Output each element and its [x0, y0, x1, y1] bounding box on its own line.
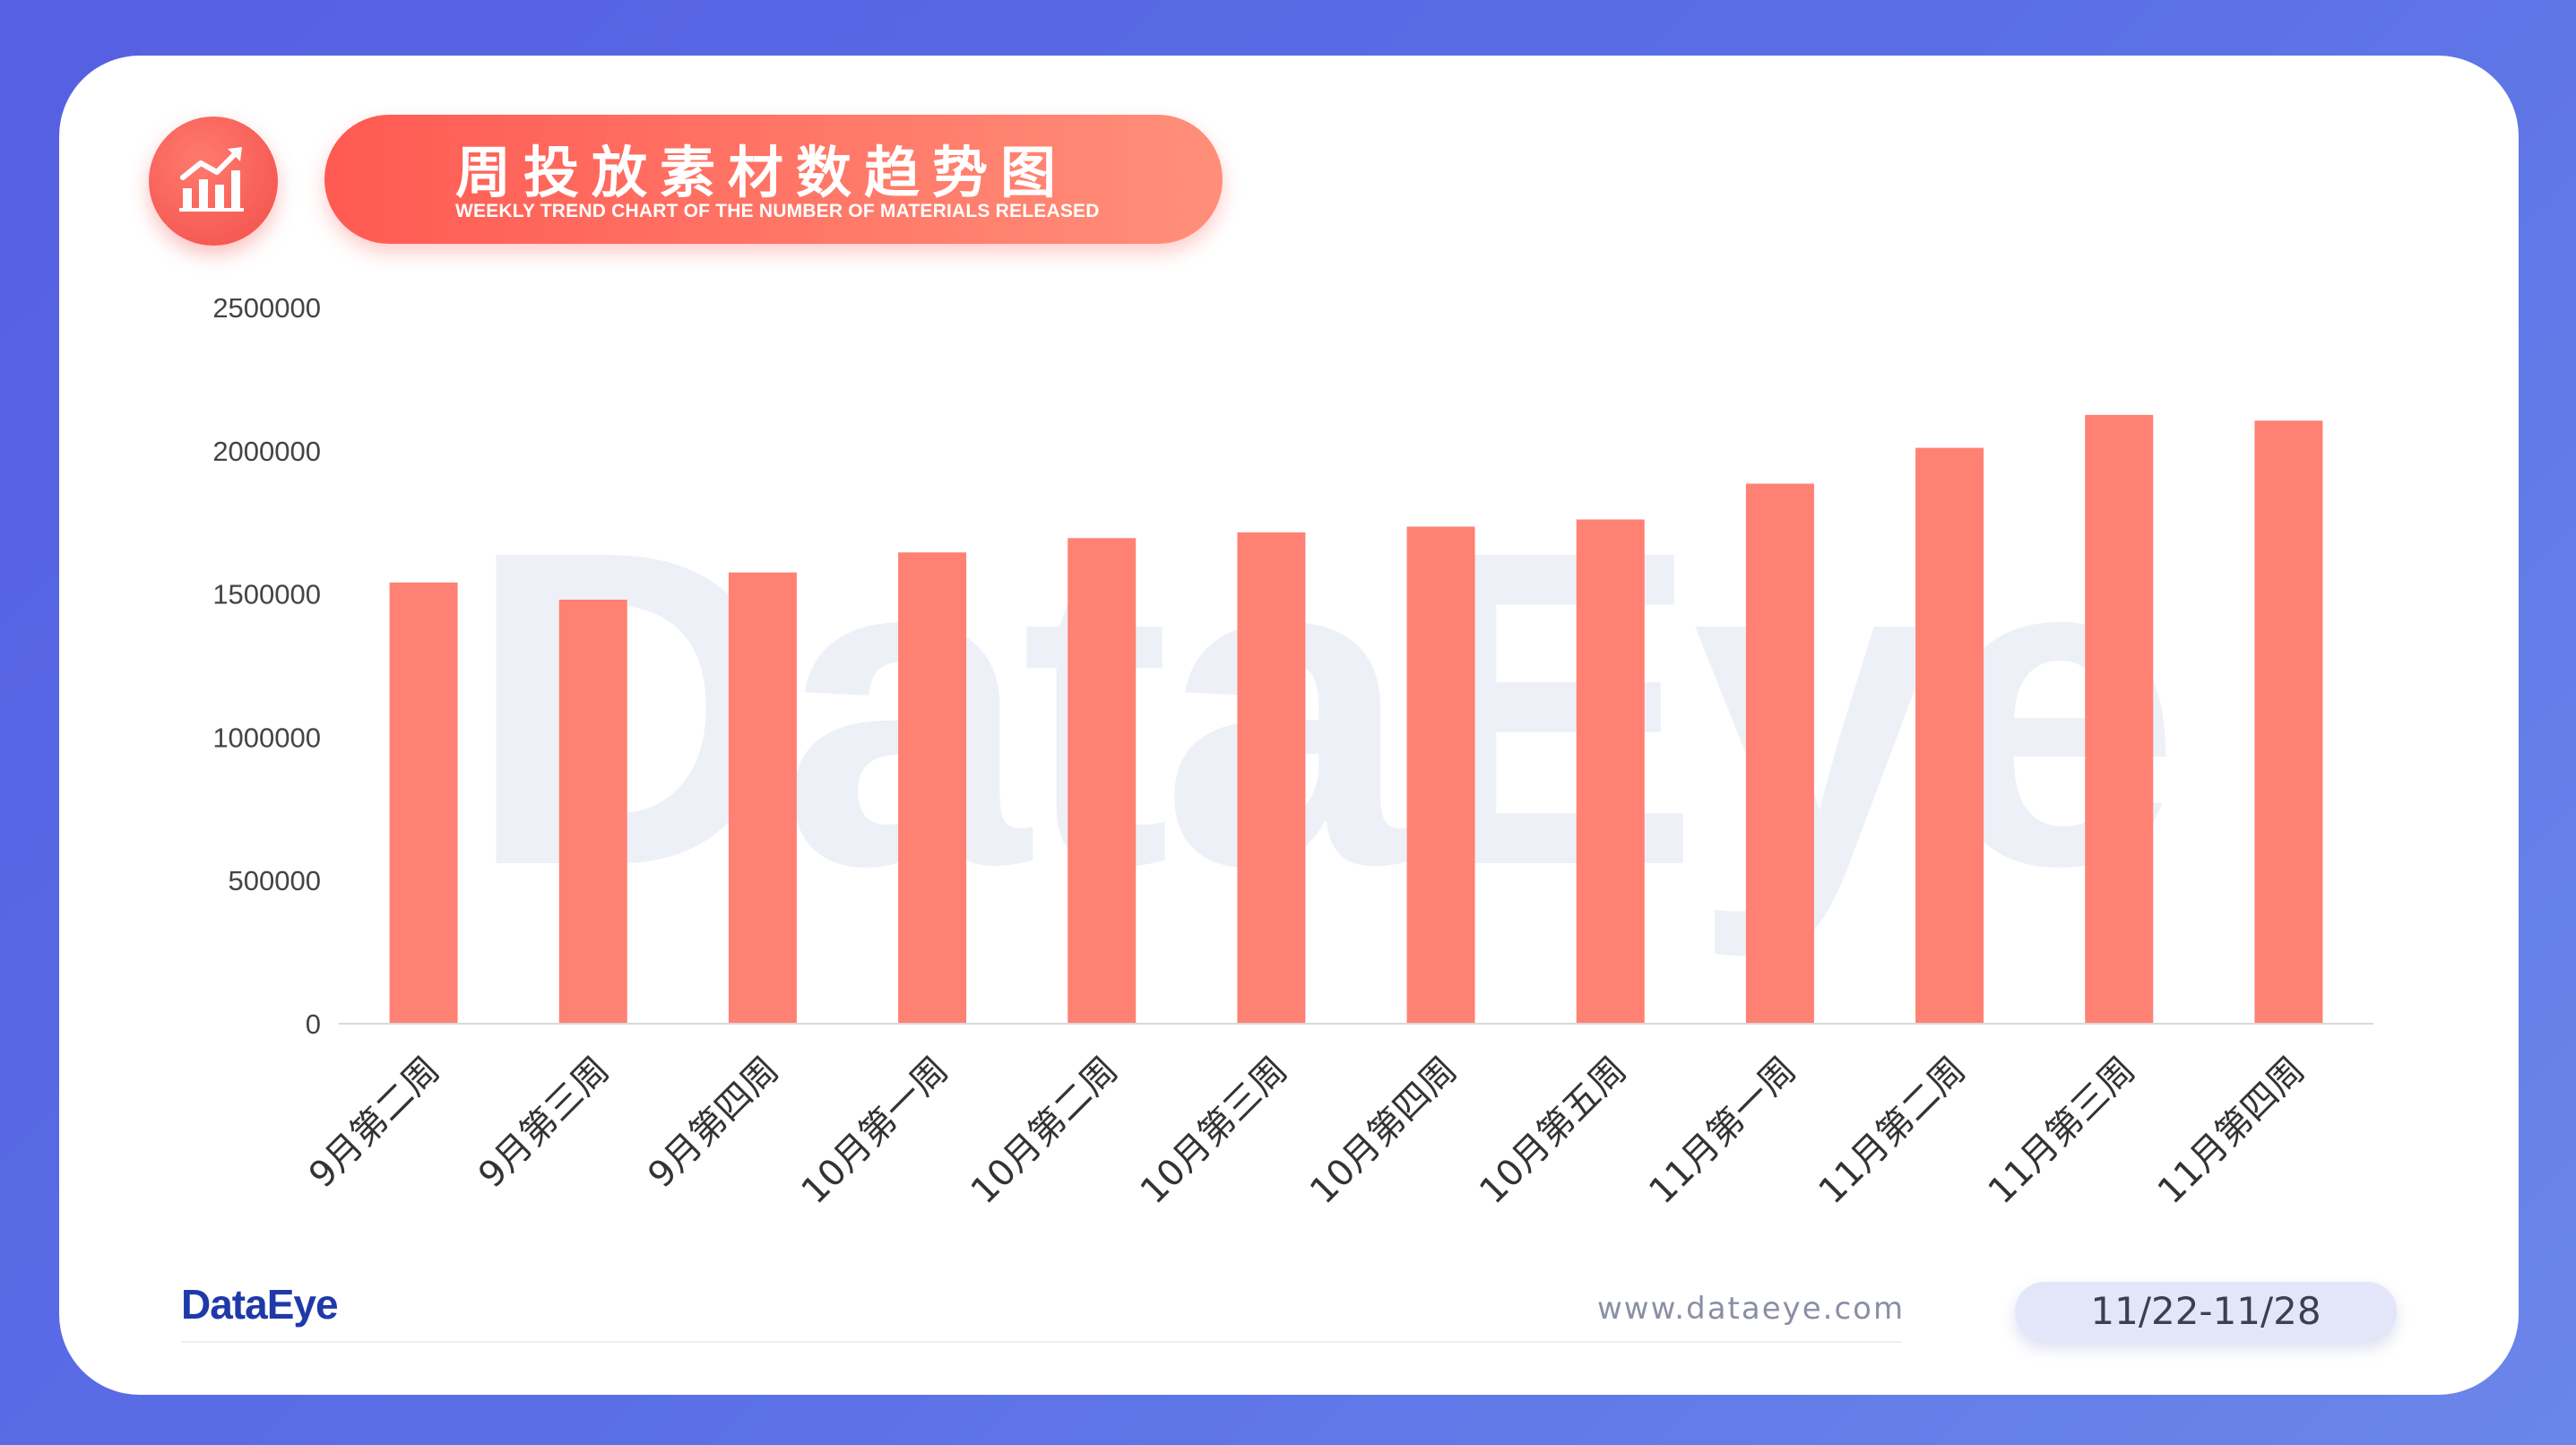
x-tick-label: 10月第二周 — [964, 1050, 1127, 1213]
x-tick-label: 10月第三周 — [1133, 1050, 1296, 1213]
chart-logo — [149, 117, 278, 246]
y-axis: 0 500000 1000000 1500000 2000000 2500000 — [212, 292, 321, 1040]
bar-series — [389, 414, 2323, 1025]
y-tick-label: 0 — [306, 1008, 321, 1040]
website-link[interactable]: www.dataeye.com — [1597, 1291, 1906, 1327]
x-axis: 9月第二周 9月第三周 9月第四周 10月第一周 10月第二周 10月第三周 10月第四周 1… — [301, 1050, 2312, 1213]
date-range-badge: 11/22-11/28 — [2015, 1282, 2397, 1341]
x-tick-label: 10月第五周 — [1472, 1050, 1635, 1213]
bar — [1406, 526, 1475, 1024]
x-tick-label: 9月第三周 — [471, 1050, 618, 1197]
bar — [1915, 447, 1984, 1024]
y-tick-label: 2500000 — [212, 292, 321, 324]
bar — [1576, 519, 1645, 1024]
x-tick-label: 10月第一周 — [793, 1050, 956, 1213]
bar — [1068, 538, 1137, 1024]
dataeye-logo: DataEye — [181, 1281, 339, 1328]
x-tick-label: 9月第四周 — [640, 1050, 787, 1197]
chart-title: 周投放素材数趋势图 — [455, 140, 1069, 205]
y-tick-label: 1000000 — [212, 722, 321, 753]
y-tick-label: 2000000 — [212, 436, 321, 467]
bar — [558, 599, 627, 1024]
bar — [898, 552, 967, 1024]
title-banner: 周投放素材数趋势图 WEEKLY TREND CHART OF THE NUMB… — [324, 115, 1223, 244]
x-tick-label: 10月第四周 — [1302, 1050, 1465, 1213]
x-tick-label: 11月第四周 — [2150, 1050, 2313, 1213]
x-tick-label: 9月第二周 — [301, 1050, 448, 1197]
bar — [1745, 483, 1814, 1024]
x-tick-label: 11月第二周 — [1811, 1050, 1974, 1213]
bar — [1237, 532, 1306, 1024]
bar — [2254, 420, 2323, 1024]
y-tick-label: 500000 — [229, 865, 321, 896]
chart-subtitle: WEEKLY TREND CHART OF THE NUMBER OF MATE… — [455, 201, 1100, 221]
bar — [389, 582, 458, 1024]
y-tick-label: 1500000 — [212, 579, 321, 610]
x-tick-label: 11月第一周 — [1641, 1050, 1804, 1213]
bar — [2085, 414, 2154, 1025]
bar-chart-trend-icon — [179, 147, 244, 212]
bar — [728, 572, 797, 1024]
footer-divider — [181, 1341, 1902, 1343]
x-tick-label: 11月第三周 — [1981, 1050, 2144, 1213]
